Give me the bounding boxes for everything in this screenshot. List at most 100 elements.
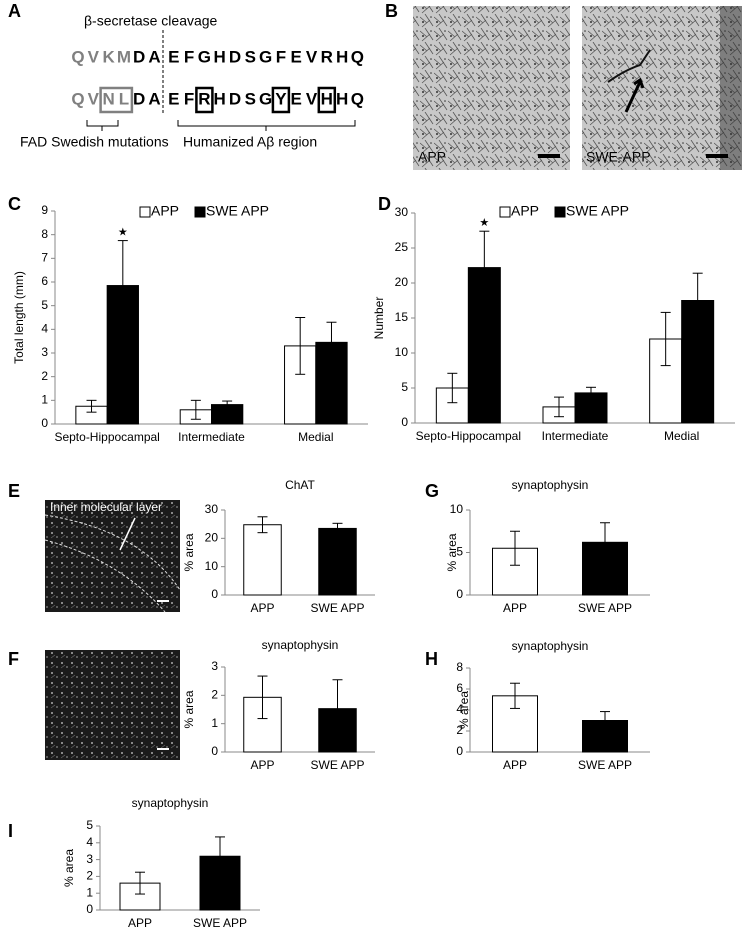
pointer [119,517,136,551]
y-axis-label: % area [182,533,196,571]
chart-title: ChAT [285,478,315,492]
residue: S [245,47,256,66]
y-axis-label: Total length (mm) [12,271,26,364]
residue: R [321,47,333,66]
region-label: Humanized Aβ region [183,134,317,150]
residue: E [168,47,179,66]
scale-bar [157,748,169,750]
x-tick-label: Intermediate [178,430,245,444]
y-tick-label: 7 [41,251,48,265]
residue: V [306,89,318,108]
y-axis-label: Number [372,297,386,340]
y-tick-label: 8 [456,660,463,674]
residue: Q [351,47,364,66]
y-tick-label: 2 [456,723,463,737]
y-axis-label: % area [62,849,76,887]
micrograph-swe-app [582,6,742,170]
annotation: ★ [118,226,128,238]
y-tick-label: 2 [211,688,218,702]
error-bar [600,711,610,730]
x-tick-label: SWE APP [578,601,632,615]
residue: E [291,89,302,108]
x-tick-label: APP [250,758,274,772]
residue: F [276,47,286,66]
y-tick-label: 10 [205,559,219,573]
y-axis-label: % area [182,690,196,728]
error-bar [447,372,458,404]
micrograph-app [413,6,570,170]
legend-label: SWE APP [206,203,269,219]
y-tick-label: 3 [211,659,218,673]
x-tick-label: APP [128,916,152,930]
error-bar [332,679,343,739]
legend-swatch [139,206,151,218]
y-tick-label: 6 [456,681,463,695]
y-tick-label: 0 [401,415,408,429]
residue: H [214,47,226,66]
residue: F [184,47,194,66]
residue: G [259,89,272,108]
legend-swatch [499,206,511,218]
micrograph-synaptophysin [45,650,180,760]
residue: D [229,47,241,66]
y-axis-label: % area [457,691,471,729]
layer-outline [44,514,181,613]
panel-letter: C [8,194,21,214]
y-tick-label: 5 [41,298,48,312]
image-label: SWE-APP [586,149,651,165]
residue: G [259,47,272,66]
error-bar [510,530,520,566]
y-tick-label: 20 [205,531,219,545]
y-tick-label: 3 [86,852,93,866]
arrow [624,77,645,113]
panel-letter: B [385,1,398,21]
y-tick-label: 5 [401,380,408,394]
legend-label: SWE APP [566,203,629,219]
chart-title: synaptophysin [132,796,209,810]
y-tick-label: 0 [456,744,463,758]
error-bar [660,311,671,367]
y-tick-label: 2 [41,369,48,383]
panel-letter: G [425,481,439,501]
error-bar [222,400,233,409]
error-bar [117,240,128,332]
residue: Q [351,89,364,108]
residue: R [198,89,210,108]
y-axis-label: % area [445,533,459,571]
error-bar [215,836,225,877]
residue: D [133,47,145,66]
residue: F [184,89,194,108]
panel-letter: H [425,649,438,669]
annotation: ★ [479,217,489,229]
y-tick-label: 30 [205,502,219,516]
micrograph-chat [45,500,180,612]
fiber [607,49,651,83]
residue: L [119,89,129,108]
residue: V [88,47,100,66]
y-tick-label: 10 [450,502,464,516]
error-bar [326,321,337,363]
humanized-box [195,86,214,114]
residue: H [336,47,348,66]
error-bar [332,522,343,535]
residue: A [148,89,160,108]
scale-bar [706,154,728,158]
residue: D [133,89,145,108]
mutation-box [99,86,134,114]
dark-band [720,6,742,170]
x-tick-label: Septo-Hippocampal [54,430,159,444]
y-tick-label: 15 [395,310,409,324]
error-bar [479,230,490,305]
error-bar [257,516,268,534]
y-tick-label: 0 [211,587,218,601]
y-tick-label: 30 [395,205,409,219]
y-tick-label: 5 [456,545,463,559]
y-tick-label: 1 [41,393,48,407]
panel-letter: I [8,821,13,841]
residue: E [291,47,302,66]
mutation-label: FAD Swedish mutations [20,134,169,150]
x-tick-label: Medial [298,430,333,444]
bracket [86,120,119,131]
error-bar [510,682,520,709]
